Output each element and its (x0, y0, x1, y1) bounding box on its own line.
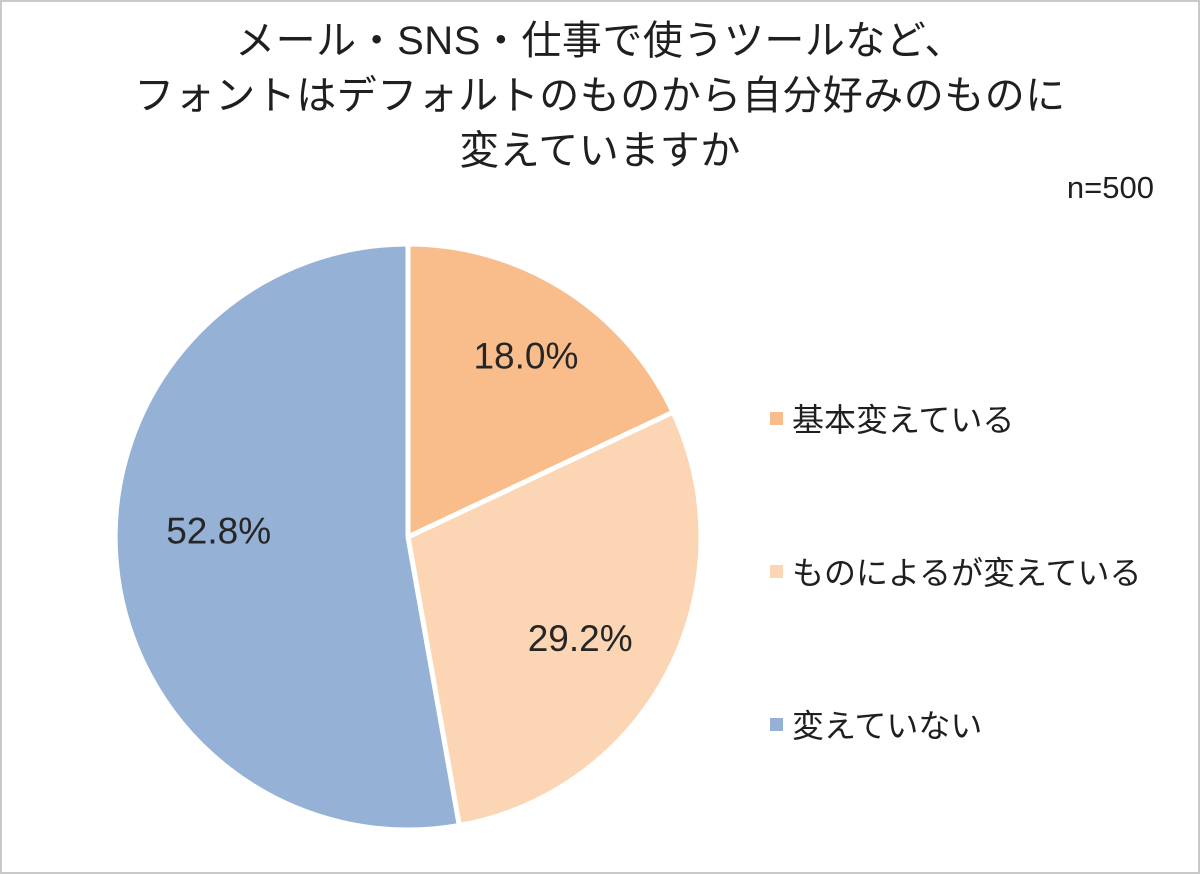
chart-title-line-3: 変えていますか (459, 129, 741, 173)
sample-size-label: n=500 (1066, 170, 1154, 205)
slice-value-label-3: 52.8% (166, 511, 271, 552)
legend-item-1: 基本変えている (770, 400, 1141, 438)
slice-value-label-2: 29.2% (528, 618, 633, 659)
legend-swatch-icon (770, 411, 783, 425)
legend-item-3: 変えていない (770, 706, 1141, 744)
legend-label: 基本変えている (792, 402, 1015, 438)
legend-label: ものによるが変えている (792, 555, 1142, 591)
pie-slice-2 (405, 408, 704, 829)
pie-slice-1 (405, 241, 677, 541)
chart-title-line-1: メール・SNS・仕事で使うツールなど、 (235, 19, 965, 63)
legend-label: 変えていない (792, 708, 983, 744)
legend-swatch-icon (770, 717, 783, 731)
legend-swatch-icon (770, 564, 783, 578)
legend-item-2: ものによるが変えている (770, 553, 1141, 591)
chart-title: メール・SNS・仕事で使うツールなど、 フォントはデフォルトのものから自分好みの… (2, 14, 1198, 179)
chart-title-line-2: フォントはデフォルトのものから自分好みのものに (134, 74, 1066, 118)
pie-slice-3 (112, 241, 463, 833)
slice-value-label-1: 18.0% (473, 335, 578, 376)
legend: 基本変えているものによるが変えている 変えていない (770, 400, 1141, 859)
